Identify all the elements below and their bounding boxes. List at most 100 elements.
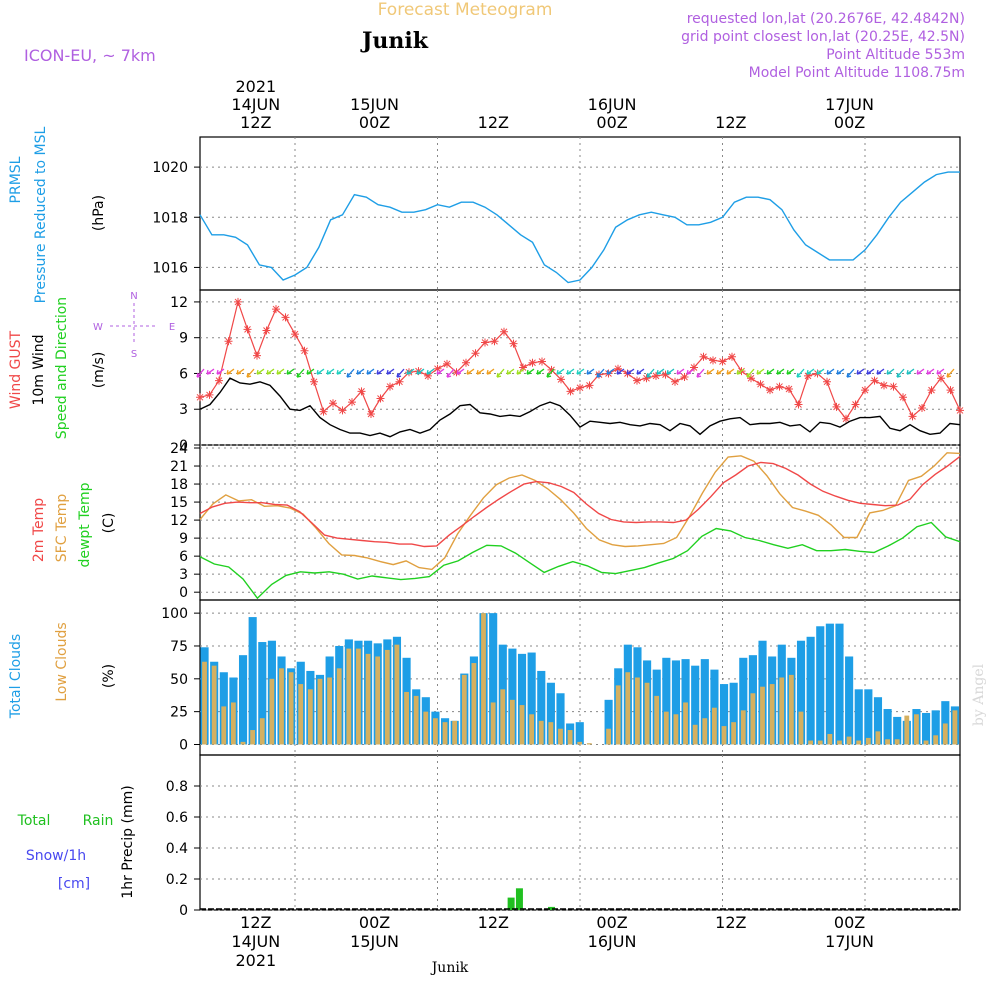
time-label-top: 16JUN: [588, 95, 637, 114]
total-cloud-bar: [238, 655, 248, 745]
gust-marker: [357, 387, 366, 396]
low-cloud-bar: [875, 731, 881, 745]
total-cloud-bar: [604, 699, 613, 745]
gust-marker: [728, 352, 736, 361]
wind-direction-arrow: [696, 368, 705, 378]
wind-direction-arrow: [316, 368, 325, 375]
total-cloud-bar: [489, 613, 498, 745]
gust-marker: [899, 393, 907, 402]
y-tick-label: 1020: [152, 160, 188, 176]
pressure-label-2: Pressure Reduced to MSL: [33, 126, 49, 303]
total-cloud-bar: [835, 623, 844, 745]
wind-direction-arrow: [196, 368, 205, 378]
low-cloud-bar: [731, 722, 737, 745]
low-cloud-bar: [413, 695, 419, 745]
y-tick-label: 0.2: [166, 872, 188, 888]
2m-temp-line: [199, 455, 961, 548]
gust-marker: [718, 357, 727, 366]
total-clouds-label: Total Clouds: [8, 634, 24, 719]
wind-direction-arrow: [486, 368, 495, 375]
wind-direction-arrow: [586, 368, 595, 375]
total-cloud-bar: [546, 682, 555, 745]
wind-direction-arrow: [406, 368, 415, 375]
gust-marker: [272, 305, 280, 314]
total-cloud-bar: [883, 709, 892, 745]
y-tick-label: 18: [170, 477, 188, 493]
low-cloud-bar: [202, 661, 207, 745]
gust-marker: [709, 356, 717, 365]
gust-marker: [462, 358, 470, 367]
low-cloud-bar: [837, 740, 842, 745]
compass-s: S: [131, 349, 137, 360]
wind-direction-arrow: [246, 368, 255, 378]
low-cloud-bar: [673, 714, 679, 745]
gust-marker: [747, 374, 755, 383]
plot-layer: 1016101810200369120369121518212402550751…: [152, 77, 964, 970]
total-cloud-bar: [729, 682, 738, 745]
low-cloud-bar: [750, 693, 756, 745]
low-cloud-bar: [394, 644, 400, 745]
gust-marker: [851, 400, 860, 409]
total-cloud-bar: [873, 697, 883, 745]
total-cloud-bar: [700, 659, 709, 745]
wind-direction-arrow: [826, 368, 835, 375]
time-label-top: 12Z: [715, 113, 746, 132]
gust-marker: [918, 404, 926, 413]
wind-direction-arrow: [876, 368, 885, 375]
precip-snow-unit: [cm]: [58, 876, 90, 892]
dewpt-temp-line: [199, 521, 961, 600]
wind-direction-arrow: [836, 368, 845, 375]
time-label-bottom: 12Z: [478, 913, 509, 932]
y-tick-label: 12: [170, 513, 188, 529]
gust-marker: [652, 371, 660, 380]
low-cloud-bar: [586, 743, 592, 745]
wind-direction-arrow: [796, 368, 805, 378]
low-cloud-bar: [558, 728, 563, 745]
gust-marker: [386, 382, 394, 391]
wind-unit: (m/s): [91, 352, 107, 389]
total-cloud-bar: [681, 659, 690, 745]
time-label-bottom: 00Z: [834, 913, 865, 932]
wind-direction-arrow: [546, 368, 555, 378]
gust-line: [199, 299, 961, 420]
total-cloud-bar: [710, 669, 719, 745]
wind-direction-arrow: [216, 368, 225, 375]
wind-direction-arrow: [256, 368, 265, 375]
low-cloud-bar: [615, 685, 621, 745]
gust-marker: [775, 382, 784, 391]
time-label-bottom: 17JUN: [825, 932, 874, 951]
time-label-bottom: 2021: [235, 951, 276, 970]
total-cloud-bar: [816, 626, 825, 745]
gust-label: Wind GUST: [8, 330, 24, 409]
y-tick-label: 75: [170, 639, 188, 655]
low-cloud-bar: [356, 648, 361, 745]
wind-direction-arrow: [766, 368, 775, 375]
low-cloud-bar: [711, 707, 717, 745]
total-cloud-bar: [854, 689, 863, 745]
low-cloud-bar: [808, 740, 814, 745]
gust-marker: [348, 398, 356, 407]
wind-direction-arrow: [286, 368, 295, 375]
gust-marker: [576, 383, 584, 392]
wind-direction-arrow: [496, 368, 505, 378]
wind-direction-arrow: [816, 368, 825, 375]
low-cloud-bar: [384, 649, 390, 745]
gust-marker: [956, 406, 964, 415]
low-cloud-bar: [702, 718, 708, 745]
y-tick-label: 3: [179, 567, 188, 583]
watermark: by Angel: [971, 663, 987, 726]
low-cloud-bar: [519, 705, 525, 745]
low-cloud-bar: [423, 711, 429, 745]
low-cloud-bar: [481, 613, 486, 745]
gust-marker: [642, 374, 651, 383]
total-cloud-bar: [941, 701, 950, 745]
time-label-bottom: 16JUN: [588, 932, 637, 951]
low-cloud-bar: [327, 677, 332, 745]
gust-marker: [376, 394, 385, 403]
wind-direction-arrow: [396, 368, 405, 378]
low-cloud-bar: [914, 714, 919, 745]
panel-frame: [199, 754, 961, 911]
compass-e: E: [169, 322, 175, 333]
wind-direction-arrow: [786, 368, 795, 375]
